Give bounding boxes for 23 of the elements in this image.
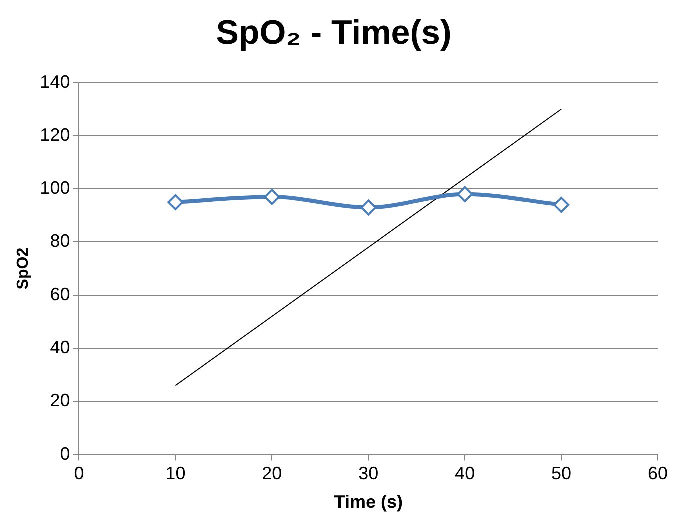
point: [264, 189, 280, 206]
point: [457, 186, 474, 202]
y-tick-label: 0: [60, 444, 70, 464]
x-tick-label: 10: [166, 464, 186, 484]
x-tick-label: 40: [455, 464, 476, 484]
y-tick-label: 80: [50, 231, 70, 252]
y-tick-label: 140: [40, 72, 70, 92]
point: [168, 194, 184, 210]
chart-title: SpO₂ - Time(s): [216, 14, 452, 52]
y-tick-label: 120: [40, 124, 70, 145]
y-tick-label: 100: [40, 178, 70, 198]
x-tick-label: 0: [74, 464, 84, 484]
x-tick-label: 60: [648, 464, 668, 484]
y-tick-label: 40: [50, 337, 70, 358]
point: [360, 200, 377, 216]
x-tick-label: 30: [358, 464, 379, 484]
y-axis-title: SpO2: [15, 248, 32, 290]
x-tick-label: 50: [552, 464, 572, 484]
x-axis-title: Time (s): [334, 492, 403, 512]
y-tick-label: 60: [50, 284, 70, 304]
x-tick-label: 20: [262, 464, 282, 484]
point: [554, 197, 570, 214]
y-tick-label: 20: [50, 390, 70, 411]
